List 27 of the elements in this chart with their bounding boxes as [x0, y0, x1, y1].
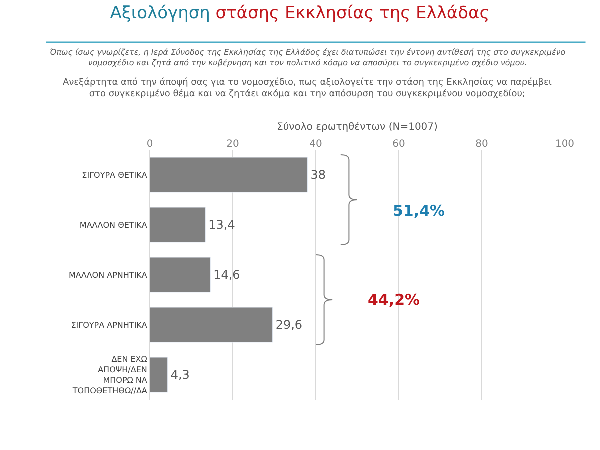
bar: [150, 357, 168, 393]
data-label: 29,6: [276, 318, 303, 332]
data-label: 38: [310, 168, 326, 182]
x-tick-label: 60: [392, 139, 406, 150]
annotation: 51,4%: [393, 202, 446, 220]
x-tick-label: 0: [146, 139, 154, 150]
data-label: 13,4: [208, 218, 236, 232]
y-tick-label: ΣΙΓΟΥΡΑ ΘΕΤΙΚΑ: [82, 170, 148, 180]
bar: [150, 257, 211, 293]
x-tick-label: 40: [310, 139, 322, 150]
bar: [150, 307, 274, 343]
bar: [150, 207, 206, 243]
x-tick-label: 80: [476, 139, 488, 150]
x-axis-title: Σύνολο ερωτηθέντων (N=1007): [277, 122, 438, 133]
y-tick-label: ΜΑΛΛΟΝ ΘΕΤΙΚΑ: [80, 220, 148, 230]
y-tick-label: ΔΕΝ ΕΧΩ ΑΠΟΨΗ/ΔΕΝ ΜΠΟΡΩ ΝΑ ΤΟΠΟΘΕΤΗΘΩ//ΔΑ: [72, 355, 148, 396]
x-tick-label: 100: [555, 139, 575, 150]
chart-subtitle: Όπως ίσως γνωρίζετε, η Ιερά Σύνοδος της Εκκλησίας της Ελλάδος έχει διατυπώσει την έντονη αντίθεσή της στο συγκεκριμένο νομοσχέδιο και ζητά από την κυβέρνηση και τον πολιτικό κόσμο να αποσύρει το συγκεκριμένο σχέδιο νόμου.: [50, 48, 566, 68]
y-tick-label: ΣΙΓΟΥΡΑ ΑΡΝΗΤΙΚΑ: [71, 320, 148, 330]
x-tick-label: 20: [226, 139, 240, 150]
annotation: 44,2%: [368, 291, 420, 309]
y-tick-label: ΜΑΛΛΟΝ ΑΡΝΗΤΙΚΑ: [68, 270, 148, 280]
text: Ανεξάρτητα από την άποψή σας για το νομοσχέδιο, πως αξιολογείτε την στάση της Εκκλησίας να παρέμβει στο συγκεκριμένο θέμα και να ζητάει ακόμα και την απόσυρση του συγκεκριμένου νομοσχεδίου;: [63, 77, 552, 100]
chart-title: Αξιολόγηση στάσης Εκκλησίας της Ελλάδας: [110, 4, 490, 24]
data-label: 14,6: [214, 268, 240, 282]
bar: [150, 157, 308, 193]
data-label: 4,3: [170, 368, 190, 382]
